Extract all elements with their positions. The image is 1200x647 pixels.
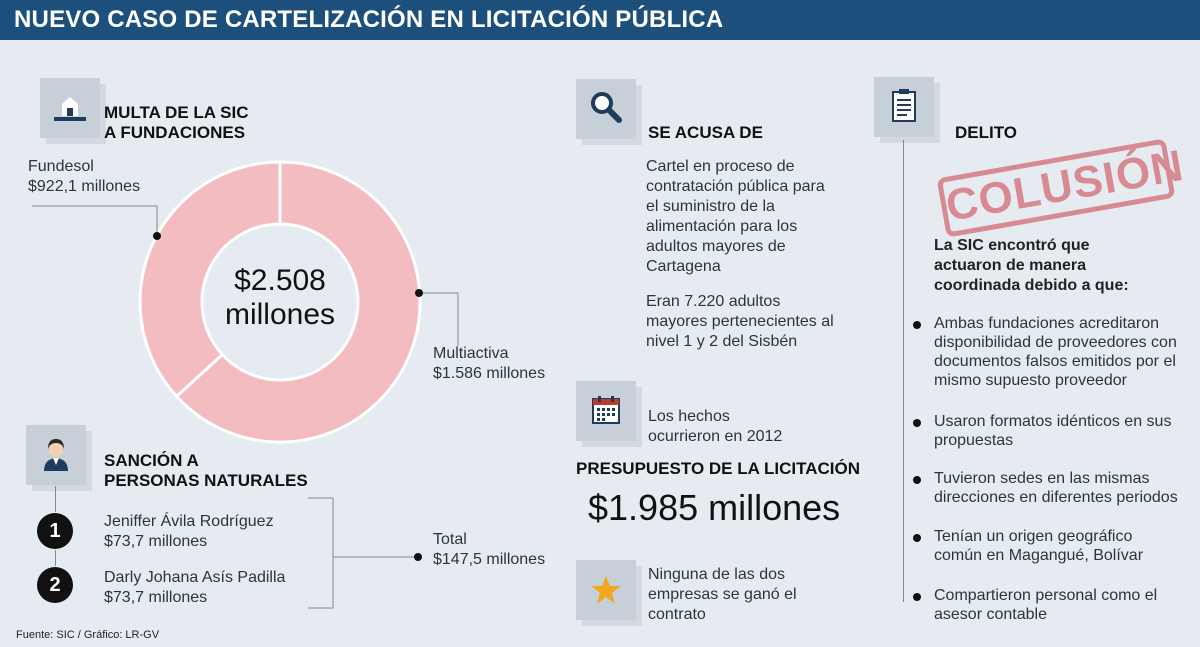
- clipboard-icon: [874, 77, 934, 137]
- donut-total-line: millones: [224, 298, 336, 331]
- list-bullet: [913, 321, 921, 329]
- delito-title: DELITO: [955, 123, 1018, 142]
- person-amount: $73,7 millones: [104, 533, 208, 550]
- search-icon: [576, 79, 636, 139]
- list-item-line: asesor contable: [934, 606, 1047, 623]
- acusa-line: nivel 1 y 2 del Sisbén: [646, 333, 798, 350]
- ninguna-line: contrato: [648, 606, 706, 623]
- multa-title-line: MULTA DE LA SIC: [104, 103, 249, 122]
- list-item-line: Compartieron personal como el: [934, 587, 1158, 604]
- person-entry: Darly Johana Asís Padilla $73,7 millones: [104, 568, 285, 608]
- list-item-line: Usaron formatos idénticos en sus: [934, 413, 1172, 430]
- page-title: NUEVO CASO DE CARTELIZACIÓN EN LICITACIÓ…: [0, 0, 1200, 40]
- leader-line-fundesol: [32, 205, 158, 236]
- multa-title: MULTA DE LA SIC A FUNDACIONES: [104, 103, 248, 143]
- multiactiva-label: Multiactiva $1.586 millones: [433, 344, 545, 384]
- slice-name: Multiactiva: [433, 345, 509, 362]
- donut-chart: [32, 160, 459, 444]
- acusa-line: el suministro de la: [646, 198, 775, 215]
- person-name: Jeniffer Ávila Rodríguez: [104, 513, 274, 530]
- acusa-paragraph: Eran 7.220 adultos mayores pertenecientes…: [646, 292, 834, 352]
- person-number-badge: 1: [37, 513, 73, 549]
- leader-dot-fundesol: [153, 232, 161, 240]
- donut-total: $2.508 millones: [200, 264, 360, 332]
- delito-intro-line: coordinada debido a que:: [934, 277, 1129, 294]
- ninguna-line: Ninguna de las dos: [648, 566, 785, 583]
- acusa-line: Cartagena: [646, 258, 721, 275]
- donut-slice-multiactiva: [174, 160, 422, 444]
- sancion-title-line: SANCIÓN A: [104, 451, 199, 470]
- list-item-line: común en Magangué, Bolívar: [934, 547, 1144, 564]
- person-entry: Jeniffer Ávila Rodríguez $73,7 millones: [104, 512, 274, 552]
- acusa-line: Cartel en proceso de: [646, 158, 795, 175]
- leader-dot-multiactiva: [415, 289, 423, 297]
- person-icon: [26, 425, 86, 485]
- multa-title-line: A FUNDACIONES: [104, 123, 246, 142]
- person-name: Darly Johana Asís Padilla: [104, 569, 286, 586]
- delito-intro: La SIC encontró que actuaron de manera coo…: [934, 236, 1129, 296]
- list-item-line: Tuvieron sedes en las mismas: [934, 470, 1150, 487]
- person-number-badge: 2: [37, 567, 73, 603]
- list-item: Tenían un origen geográfico común en Maga…: [934, 527, 1194, 565]
- hechos-text: Los hechos ocurrieron en 2012: [648, 407, 782, 447]
- connector-line: [55, 486, 56, 512]
- list-item: Tuvieron sedes en las mismas direcciones …: [934, 469, 1194, 507]
- sancion-title-line: PERSONAS NATURALES: [104, 471, 308, 490]
- hechos-line: ocurrieron en 2012: [648, 428, 783, 445]
- fundesol-label: Fundesol $922,1 millones: [28, 157, 140, 197]
- star-icon: [576, 560, 636, 620]
- acusa-line: contratación pública para: [646, 178, 825, 195]
- ninguna-line: empresas se ganó el: [648, 586, 797, 603]
- ninguna-text: Ninguna de las dos empresas se ganó el con…: [648, 565, 797, 625]
- calendar-icon: [576, 381, 636, 441]
- list-item-line: disponibilidad de proveedores con: [934, 334, 1177, 351]
- list-item-line: mismo supuesto proveedor: [934, 372, 1127, 389]
- acusa-title: SE ACUSA DE: [648, 123, 763, 142]
- list-item: Compartieron personal como el asesor cont…: [934, 586, 1194, 624]
- presupuesto-amount: $1.985 millones: [588, 487, 841, 528]
- delito-intro-line: La SIC encontró que: [934, 237, 1090, 254]
- list-item-line: propuestas: [934, 432, 1014, 449]
- list-bullet: [913, 534, 921, 542]
- source-note: Fuente: SIC / Gráfico: LR-GV: [16, 629, 160, 641]
- house-icon: [40, 78, 100, 138]
- sancion-total-label: Total: [433, 531, 467, 548]
- hechos-line: Los hechos: [648, 408, 730, 425]
- list-item-line: Ambas fundaciones acreditaron: [934, 315, 1160, 332]
- leader-line-multiactiva: [419, 292, 459, 346]
- colusion-stamp: COLUSIÓN: [936, 138, 1187, 238]
- list-bullet: [913, 419, 921, 427]
- list-item-line: documentos falsos emitidos por el: [934, 353, 1176, 370]
- total-bracket: [308, 497, 422, 609]
- delito-intro-line: actuaron de manera: [934, 257, 1087, 274]
- connector-line: [55, 550, 56, 566]
- acusa-line: adultos mayores de: [646, 238, 786, 255]
- acusa-line: Eran 7.220 adultos: [646, 293, 781, 310]
- sancion-total: Total $147,5 millones: [433, 530, 545, 570]
- slice-value: $922,1 millones: [28, 178, 141, 195]
- acusa-line: alimentación para los: [646, 218, 798, 235]
- presupuesto-title: PRESUPUESTO DE LA LICITACIÓN: [576, 459, 860, 478]
- timeline-line: [903, 140, 904, 602]
- slice-value: $1.586 millones: [433, 365, 546, 382]
- list-item-line: Tenían un origen geográfico: [934, 528, 1133, 545]
- slice-name: Fundesol: [28, 158, 94, 175]
- donut-total-line: $2.508: [234, 264, 326, 297]
- donut-slice-fundesol: [138, 160, 282, 399]
- acusa-paragraph: Cartel en proceso de contratación pública…: [646, 157, 825, 277]
- sancion-title: SANCIÓN A PERSONAS NATURALES: [104, 451, 308, 491]
- list-item: Ambas fundaciones acreditaron disponibili…: [934, 314, 1194, 390]
- list-item: Usaron formatos idénticos en sus propuest…: [934, 412, 1194, 450]
- list-item-line: direcciones en diferentes periodos: [934, 489, 1178, 506]
- list-bullet: [913, 476, 921, 484]
- person-amount: $73,7 millones: [104, 589, 208, 606]
- list-bullet: [913, 593, 921, 601]
- acusa-line: mayores pertenecientes al: [646, 313, 834, 330]
- sancion-total-amount: $147,5 millones: [433, 551, 546, 568]
